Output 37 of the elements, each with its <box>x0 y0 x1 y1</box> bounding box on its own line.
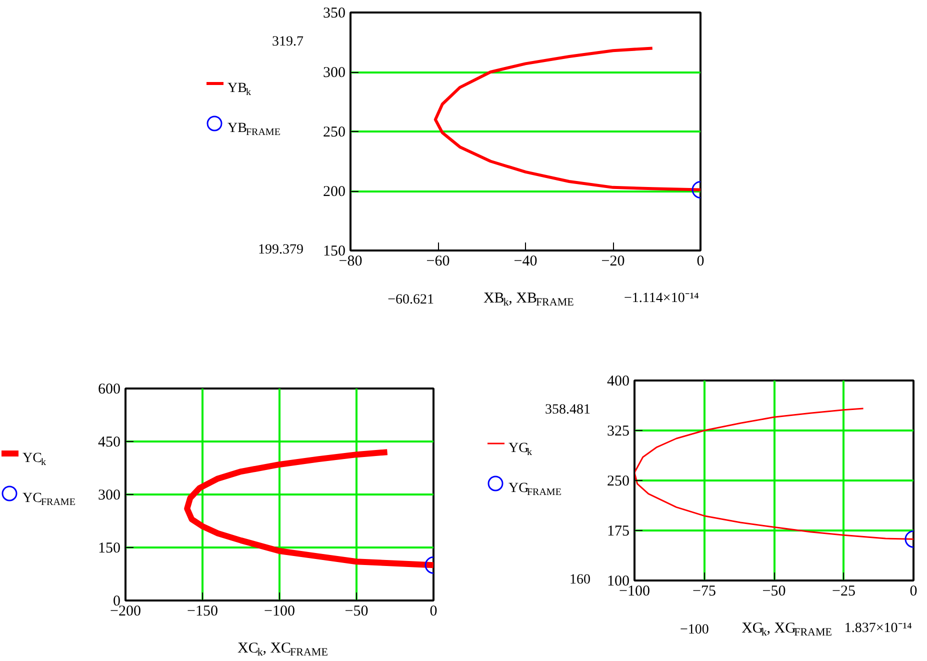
y-tick-label: 250 <box>607 474 630 490</box>
y-tick-label: 175 <box>607 524 630 540</box>
y-tick-label: 350 <box>323 6 346 22</box>
text: 1.837×10⁻¹⁴ <box>844 621 912 636</box>
x-tick-label: −20 <box>601 254 625 270</box>
y-tick-label: 450 <box>98 434 120 450</box>
y-tick-label: 300 <box>323 65 346 81</box>
text: 358.481 <box>545 402 590 418</box>
text: 319.7 <box>272 34 304 50</box>
x-tick-label: −50 <box>762 584 786 600</box>
x-tick-label: −60 <box>426 254 450 270</box>
y-tick-label: 150 <box>323 244 346 260</box>
x-tick-label: −50 <box>344 604 368 620</box>
text: −1.114×10⁻¹⁴ <box>624 291 700 306</box>
text: −100 <box>680 622 709 638</box>
x-tick-label: 0 <box>430 604 438 620</box>
text: 160 <box>570 572 590 588</box>
y-tick-label: 100 <box>607 574 630 590</box>
x-tick-label: −40 <box>514 254 538 270</box>
y-tick-label: 250 <box>323 124 346 140</box>
x-tick-label: −25 <box>832 584 856 600</box>
y-tick-label: 150 <box>98 540 120 556</box>
y-tick-label: 400 <box>607 374 630 390</box>
y-tick-label: 600 <box>98 382 120 398</box>
y-tick-label: 325 <box>607 424 630 440</box>
x-tick-label: −150 <box>187 604 218 620</box>
line-series <box>634 408 914 540</box>
x-tick-label: −100 <box>264 604 295 620</box>
x-tick-label: 0 <box>910 584 918 600</box>
x-tick-label: 0 <box>696 254 704 270</box>
y-tick-label: 300 <box>98 488 120 504</box>
text: −60.621 <box>388 292 434 308</box>
line-series <box>434 46 700 192</box>
text: 199.379 <box>258 242 304 258</box>
y-tick-label: 0 <box>113 594 120 610</box>
y-tick-label: 200 <box>323 184 346 200</box>
x-tick-label: −75 <box>692 584 716 600</box>
